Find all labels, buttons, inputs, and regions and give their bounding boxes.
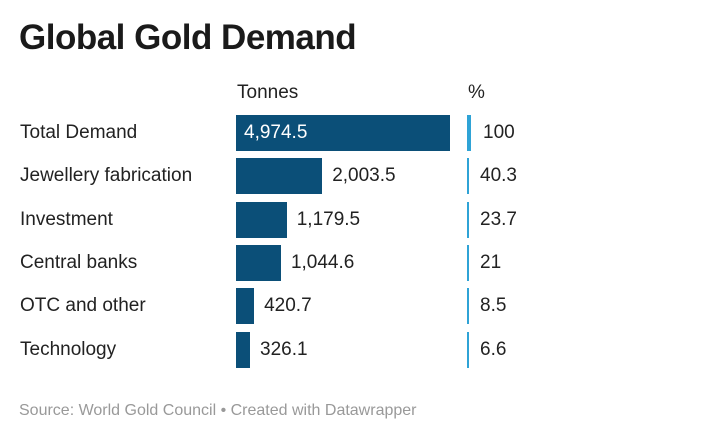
value-label: 4,974.5: [244, 122, 308, 143]
percent-label: 100: [483, 122, 515, 143]
percent-bar: [467, 288, 469, 325]
percent-bar: [467, 331, 469, 368]
percent-label: 40.3: [480, 165, 517, 187]
percent-bar: [467, 201, 469, 238]
chart-row: Technology 326.1 6.6: [0, 331, 709, 369]
percent-header: %: [468, 82, 485, 103]
bar: [236, 115, 450, 151]
percent-bar: [467, 115, 471, 151]
bar: [236, 201, 287, 238]
tonnes-header: Tonnes: [237, 82, 299, 103]
category-label: OTC and other: [20, 295, 146, 317]
chart-row: Jewellery fabrication 2,003.5 40.3: [0, 158, 709, 195]
category-label: Investment: [20, 208, 113, 230]
source-footer: Source: World Gold Council • Created wit…: [19, 402, 417, 419]
bar: [236, 244, 281, 281]
value-label: 1,179.5: [296, 208, 361, 230]
percent-label: 21: [480, 251, 502, 273]
percent-label: 8.5: [480, 295, 507, 317]
percent-label: 23.7: [480, 208, 517, 230]
category-label: Total Demand: [20, 122, 138, 143]
chart-title: Global Gold Demand: [19, 18, 357, 57]
value-label: 420.7: [264, 295, 312, 317]
bar: [236, 288, 255, 325]
category-label: Technology: [20, 338, 117, 360]
category-label: Central banks: [20, 251, 138, 273]
chart-row: Total Demand 4,974.5 100: [0, 115, 709, 152]
value-label: 1,044.6: [290, 251, 355, 273]
chart-row: OTC and other 420.7 8.5: [0, 288, 709, 325]
percent-label: 6.6: [480, 338, 507, 360]
bar: [236, 331, 251, 368]
percent-bar: [467, 158, 469, 195]
value-label: 2,003.5: [332, 165, 396, 187]
category-label: Jewellery fabrication: [20, 165, 193, 187]
chart-row: Investment 1,179.5 23.7: [0, 201, 709, 239]
bar: [236, 158, 323, 195]
percent-bar: [467, 244, 469, 281]
value-label: 326.1: [260, 338, 308, 360]
chart-row: Central banks 1,044.6 21: [0, 244, 709, 282]
